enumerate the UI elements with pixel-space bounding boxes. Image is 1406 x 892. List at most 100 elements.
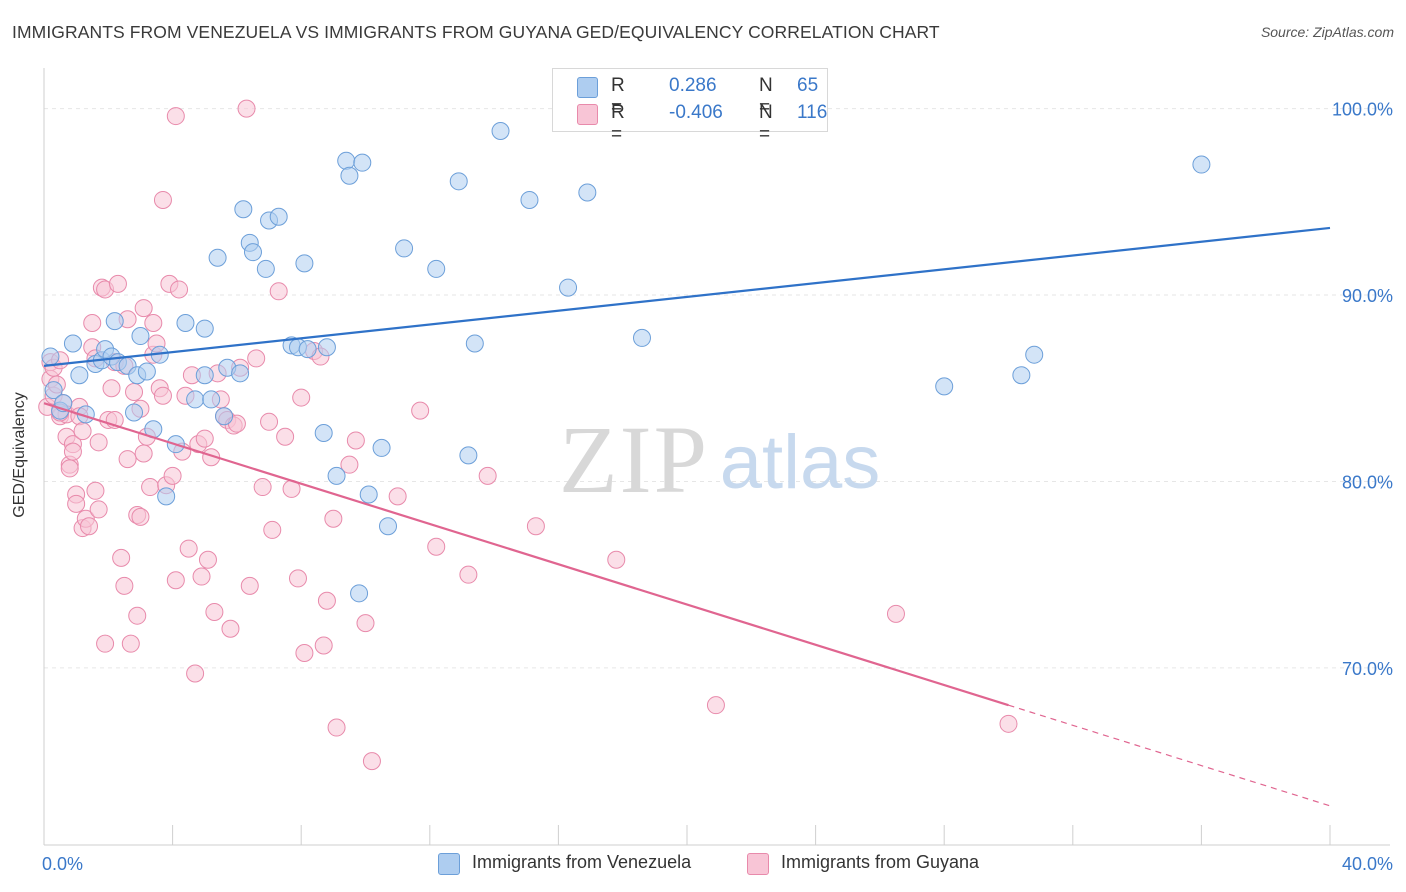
data-point-guyana [166, 571, 185, 590]
data-point-guyana [427, 537, 446, 556]
data-point-guyana [63, 442, 82, 461]
data-point-guyana [166, 107, 185, 126]
data-point-guyana [237, 99, 256, 118]
legend-swatch-guyana [747, 853, 769, 875]
data-point-guyana [205, 602, 224, 621]
data-point-venezuela [1012, 366, 1031, 385]
data-point-venezuela [314, 423, 333, 442]
data-point-guyana [108, 274, 127, 293]
legend-n-value-venezuela: 65 [797, 75, 819, 96]
data-point-guyana [153, 386, 172, 405]
data-point-guyana [112, 548, 131, 567]
data-point-guyana [96, 634, 115, 653]
legend-swatch-guyana [577, 104, 598, 125]
data-point-guyana [327, 718, 346, 737]
data-point-guyana [346, 431, 365, 450]
data-point-venezuela [231, 364, 250, 383]
data-point-venezuela [295, 254, 314, 273]
data-point-venezuela [353, 153, 372, 172]
x-tick-label: 0.0% [42, 854, 83, 874]
data-point-venezuela [202, 390, 221, 409]
data-point-venezuela [70, 366, 89, 385]
x-tick-label: 40.0% [1342, 854, 1393, 874]
data-point-guyana [80, 517, 99, 536]
legend-swatch-venezuela [438, 853, 460, 875]
data-point-guyana [478, 466, 497, 485]
data-point-guyana [314, 636, 333, 655]
data-point-guyana [263, 520, 282, 539]
data-point-guyana [73, 422, 92, 441]
data-point-guyana [411, 401, 430, 420]
data-point-guyana [247, 349, 266, 368]
data-point-venezuela [491, 121, 510, 140]
data-point-venezuela [41, 347, 60, 366]
data-point-guyana [115, 576, 134, 595]
data-point-guyana [86, 481, 105, 500]
trend-lines [43, 226, 1331, 807]
data-point-venezuela [1025, 345, 1044, 364]
data-point-guyana [186, 664, 205, 683]
y-tick-label: 100.0% [1332, 100, 1393, 120]
data-point-guyana [362, 752, 381, 771]
data-point-guyana [292, 388, 311, 407]
data-point-venezuela [632, 328, 651, 347]
data-point-guyana [999, 714, 1018, 733]
data-point-venezuela [465, 334, 484, 353]
data-point-guyana [340, 455, 359, 474]
data-point-venezuela [395, 239, 414, 258]
data-point-guyana [89, 433, 108, 452]
axes [43, 68, 1390, 846]
data-point-guyana [324, 509, 343, 528]
data-point-venezuela [157, 487, 176, 506]
data-point-guyana [83, 314, 102, 332]
legend-r-value-venezuela: 0.286 [669, 75, 717, 96]
data-point-venezuela [317, 338, 336, 357]
data-point-venezuela [186, 390, 205, 409]
source-label: Source: ZipAtlas.com [1260, 24, 1394, 40]
data-point-venezuela [195, 319, 214, 338]
data-point-venezuela [337, 151, 356, 170]
data-point-guyana [240, 576, 259, 595]
data-point-guyana [60, 459, 79, 478]
data-point-guyana [134, 299, 153, 318]
data-point-guyana [317, 591, 336, 610]
data-point-venezuela [340, 166, 359, 185]
data-point-guyana [121, 634, 140, 653]
trend-line-guyana [43, 402, 1009, 707]
data-point-guyana [131, 507, 150, 526]
data-point-venezuela [176, 314, 195, 332]
data-point-guyana [102, 379, 121, 398]
data-point-venezuela [215, 407, 234, 426]
data-point-guyana [269, 282, 288, 301]
data-point-venezuela [359, 485, 378, 504]
data-point-venezuela [256, 259, 275, 278]
data-point-guyana [128, 606, 147, 625]
data-point-venezuela [131, 327, 150, 346]
data-point-guyana [198, 550, 217, 569]
legend-r-label: R = [611, 102, 625, 145]
data-point-venezuela [269, 207, 288, 226]
chart-title: IMMIGRANTS FROM VENEZUELA VS IMMIGRANTS … [12, 22, 940, 42]
data-point-guyana [144, 314, 163, 332]
data-point-guyana [192, 567, 211, 586]
y-tick-label: 80.0% [1342, 472, 1393, 492]
data-point-venezuela [44, 381, 63, 400]
trend-line-guyana-extension [1008, 704, 1331, 807]
legend-label-venezuela: Immigrants from Venezuela [472, 852, 692, 872]
data-point-venezuela [195, 366, 214, 385]
data-point-guyana [886, 604, 905, 623]
correlation-legend: R = 0.286 N = 65 R = -0.406 N = 116 [552, 68, 828, 145]
y-axis-label: GED/Equivalency [11, 392, 28, 518]
data-point-guyana [195, 429, 214, 448]
data-point-guyana [141, 478, 160, 497]
data-point-venezuela [520, 190, 539, 209]
trend-line-venezuela [43, 226, 1331, 367]
data-point-guyana [253, 478, 272, 497]
y-tick-label: 70.0% [1342, 659, 1393, 679]
data-point-guyana [89, 500, 108, 519]
watermark-atlas: atlas [720, 420, 881, 505]
data-point-venezuela [125, 403, 144, 422]
data-point-venezuela [243, 243, 262, 262]
data-point-venezuela [427, 259, 446, 278]
zipatlas-watermark: ZIP atlas [559, 406, 880, 513]
